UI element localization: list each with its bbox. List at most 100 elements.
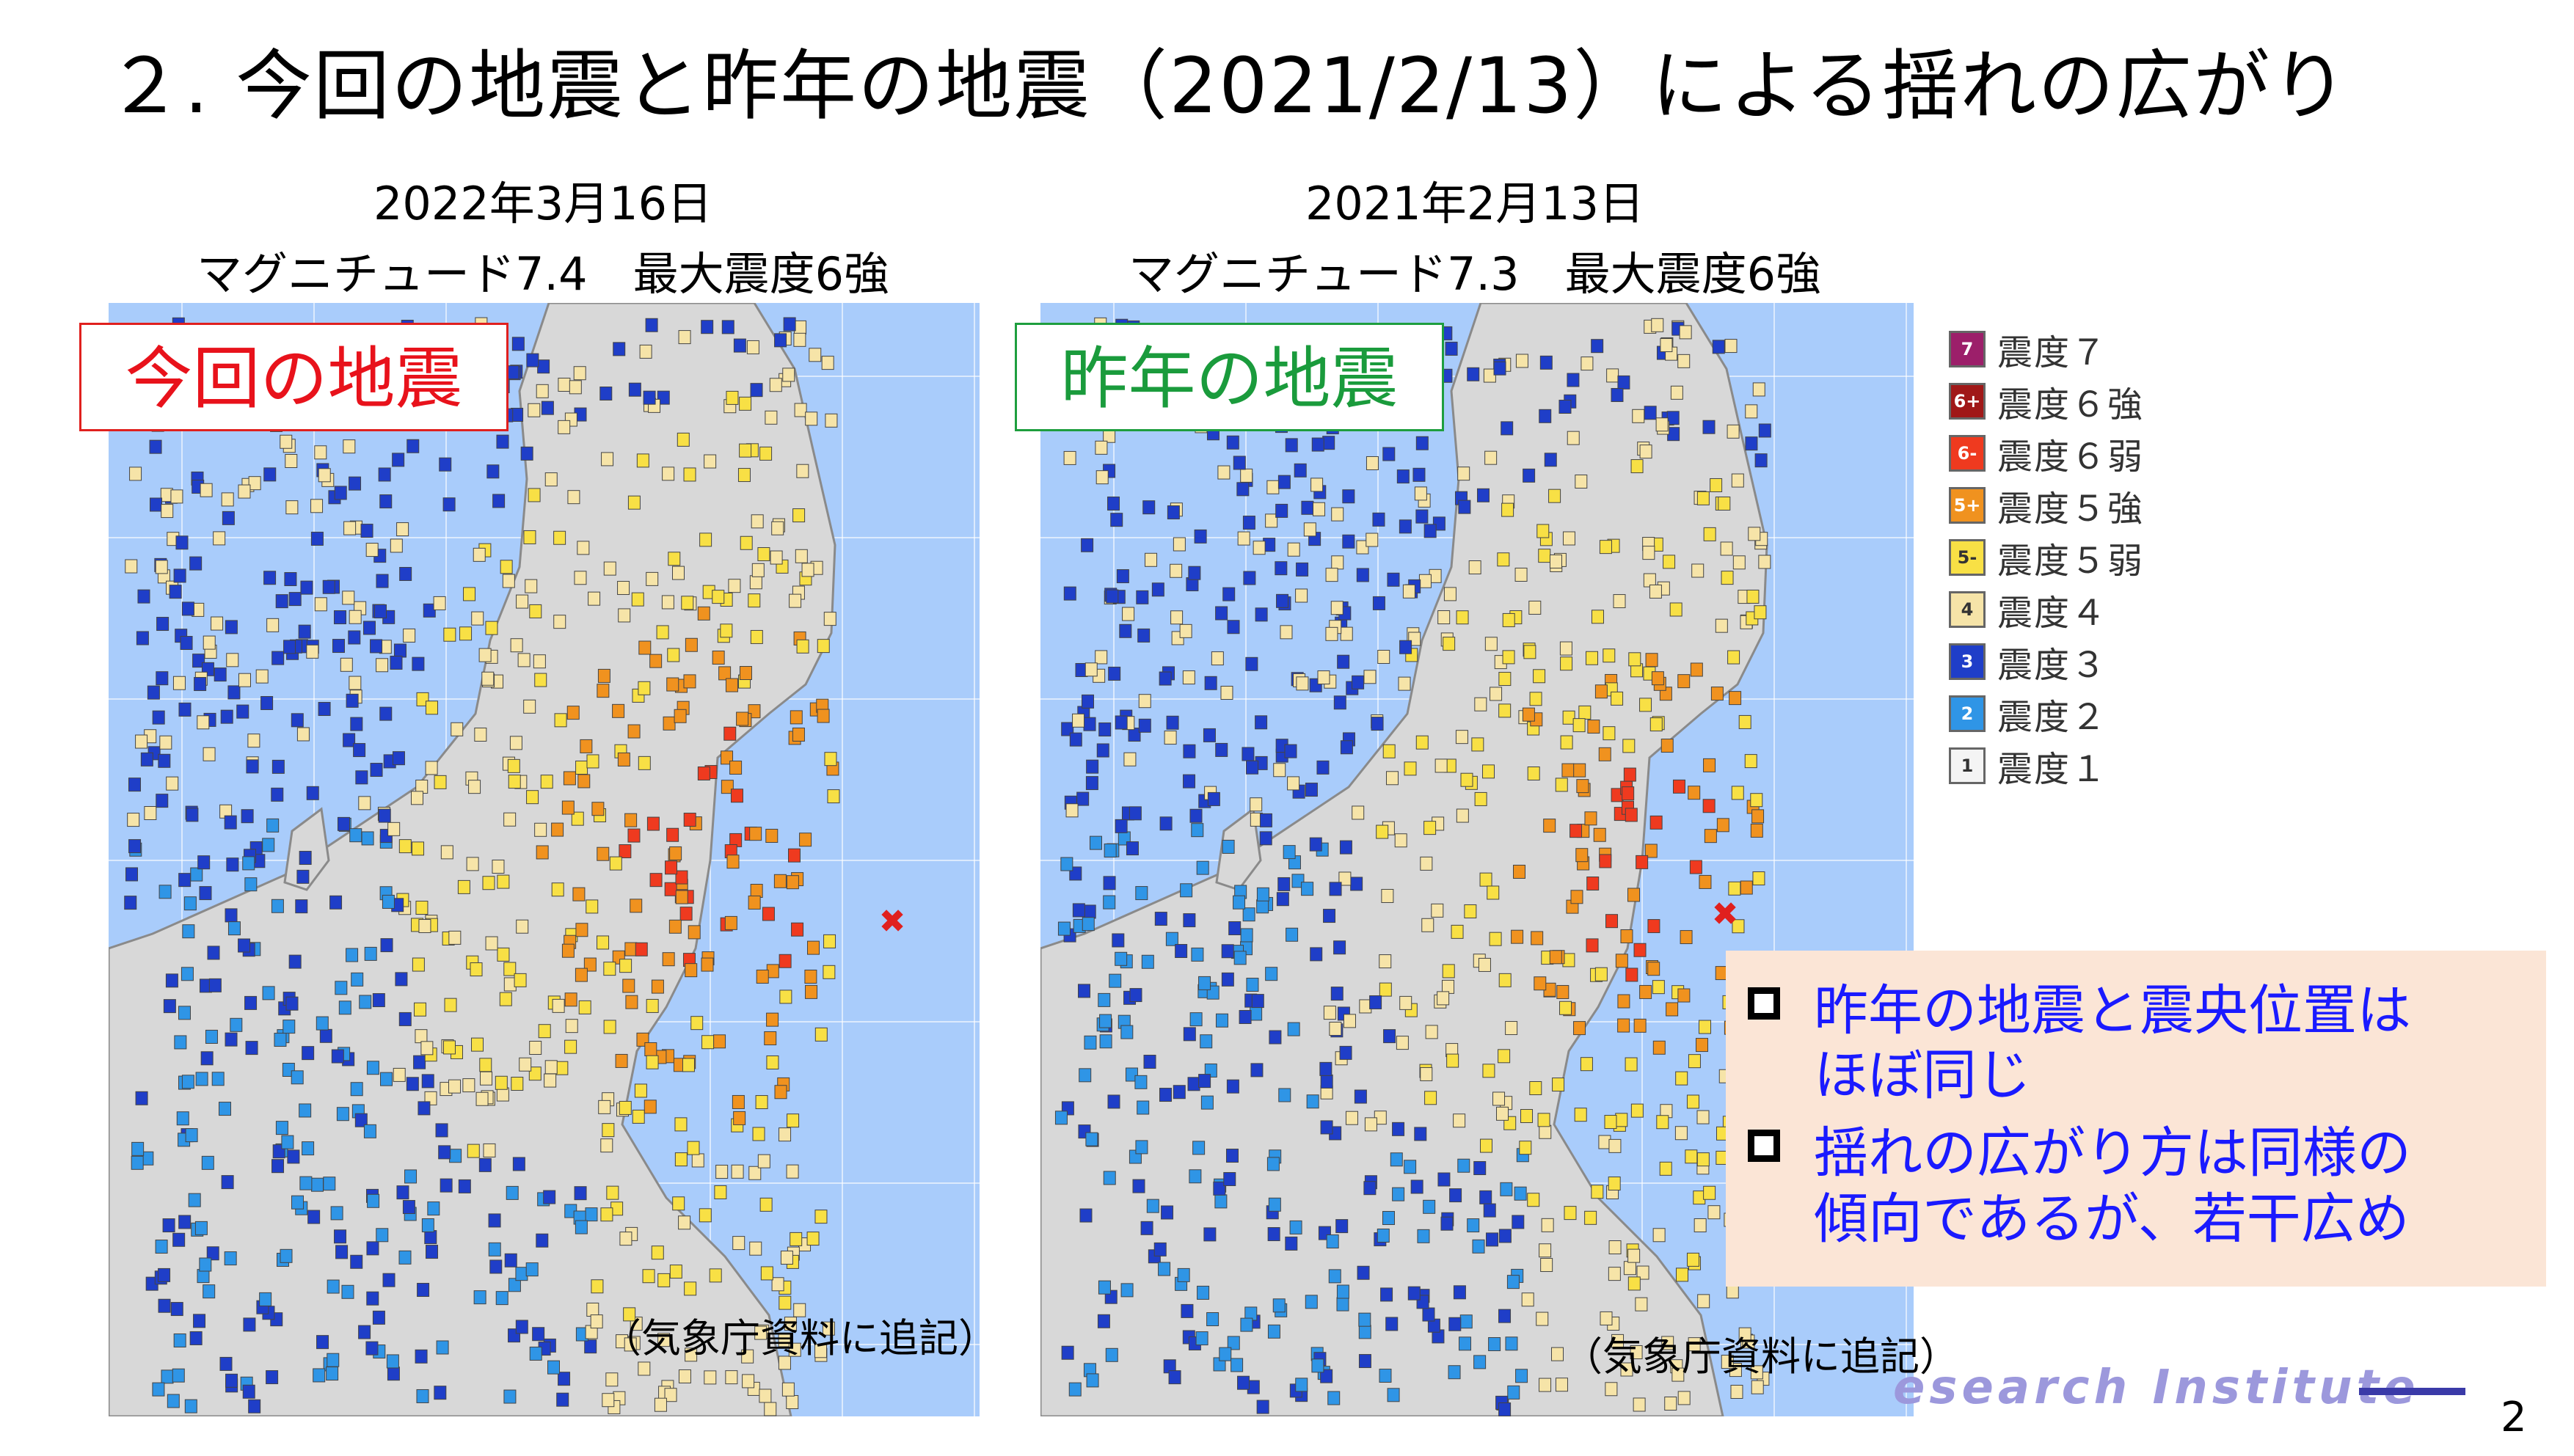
station-marker [1652, 980, 1665, 995]
station-marker [421, 1074, 434, 1089]
station-marker [1552, 1078, 1565, 1092]
station-marker [1453, 1285, 1466, 1300]
station-marker [1394, 833, 1407, 848]
station-marker [554, 713, 567, 728]
station-marker [793, 320, 806, 334]
station-marker [1196, 860, 1209, 875]
station-marker [1548, 489, 1561, 503]
station-marker [1099, 1014, 1112, 1028]
station-marker [306, 644, 319, 659]
station-marker [1096, 743, 1109, 758]
station-marker [1399, 640, 1412, 654]
station-marker [185, 1128, 198, 1143]
station-marker [1486, 1232, 1499, 1247]
station-marker [150, 497, 163, 512]
station-marker [1455, 730, 1468, 745]
station-marker [657, 390, 670, 405]
station-marker [597, 668, 610, 683]
station-marker [1752, 871, 1765, 886]
station-marker [197, 855, 211, 870]
station-marker [791, 922, 804, 937]
station-marker [378, 467, 391, 482]
station-marker [283, 640, 296, 654]
station-marker [386, 1354, 399, 1369]
station-marker [1716, 818, 1729, 833]
right-map-heading: 2021年2月13日 マグニチュード7.3 最大震度6強 [1042, 169, 1908, 310]
legend-item: 4 震度４ [1949, 583, 2184, 635]
station-marker [1523, 645, 1536, 659]
station-marker [1159, 671, 1172, 686]
station-marker [1415, 436, 1429, 450]
station-marker [755, 1095, 768, 1110]
station-marker [1423, 1199, 1436, 1214]
station-marker [787, 1113, 800, 1128]
station-marker [181, 601, 194, 616]
station-marker [1536, 524, 1550, 538]
station-marker [511, 1077, 524, 1091]
station-marker [1352, 675, 1365, 689]
station-marker [615, 1053, 628, 1068]
station-marker [1240, 1317, 1253, 1332]
station-marker [1437, 991, 1450, 1006]
station-marker [1549, 554, 1562, 568]
station-marker [634, 1083, 647, 1098]
station-marker [366, 1241, 379, 1256]
page-number: 2 [2501, 1394, 2527, 1441]
station-marker [1284, 744, 1297, 758]
station-marker [617, 752, 630, 767]
station-marker [1519, 1141, 1532, 1155]
station-marker [1539, 409, 1552, 423]
station-marker [165, 973, 178, 988]
legend-swatch: 5+ [1949, 486, 1986, 524]
station-marker [284, 572, 297, 587]
station-marker [1242, 747, 1255, 761]
station-marker [348, 630, 361, 645]
station-marker [406, 439, 420, 453]
station-marker [1294, 463, 1307, 478]
legend-swatch: 3 [1949, 643, 1986, 680]
station-marker [1580, 1057, 1593, 1072]
station-marker [158, 753, 171, 768]
station-marker [1137, 1100, 1150, 1115]
station-marker [1061, 1345, 1074, 1360]
station-marker [1434, 758, 1448, 773]
station-marker [194, 1221, 208, 1235]
station-marker [1539, 1124, 1552, 1139]
station-marker [1562, 531, 1575, 546]
station-marker [1103, 895, 1116, 910]
station-marker [1498, 672, 1512, 687]
station-marker [1721, 571, 1734, 585]
station-marker [619, 959, 632, 973]
station-marker [1396, 469, 1410, 484]
station-marker [1587, 720, 1600, 734]
station-marker [1227, 620, 1240, 634]
station-marker [1340, 740, 1353, 755]
legend-label: 震度４ [1997, 592, 2108, 634]
station-marker [603, 962, 616, 976]
station-marker [1135, 886, 1148, 901]
station-marker [1061, 722, 1074, 736]
station-marker [314, 597, 327, 612]
station-marker [275, 1121, 288, 1135]
station-marker [1459, 1314, 1473, 1329]
station-marker [1407, 1286, 1421, 1300]
note-line-1: 昨年の地震と震央位置は [1814, 979, 2411, 1042]
station-marker [1555, 1378, 1568, 1392]
station-marker [425, 761, 438, 775]
station-marker [1159, 816, 1173, 831]
station-marker [471, 611, 484, 626]
station-marker [515, 1320, 528, 1334]
station-marker [1417, 1229, 1430, 1243]
legend-item: 1 震度１ [1949, 739, 2184, 791]
station-marker [1696, 1038, 1709, 1053]
station-marker [1222, 587, 1236, 601]
station-marker [1220, 686, 1233, 700]
station-marker [463, 587, 476, 601]
station-marker [1083, 904, 1096, 919]
station-marker [1095, 470, 1109, 485]
station-marker [780, 1251, 793, 1265]
station-marker [271, 787, 284, 802]
station-marker [771, 521, 784, 535]
station-marker [1603, 726, 1616, 741]
station-marker [654, 1397, 667, 1412]
